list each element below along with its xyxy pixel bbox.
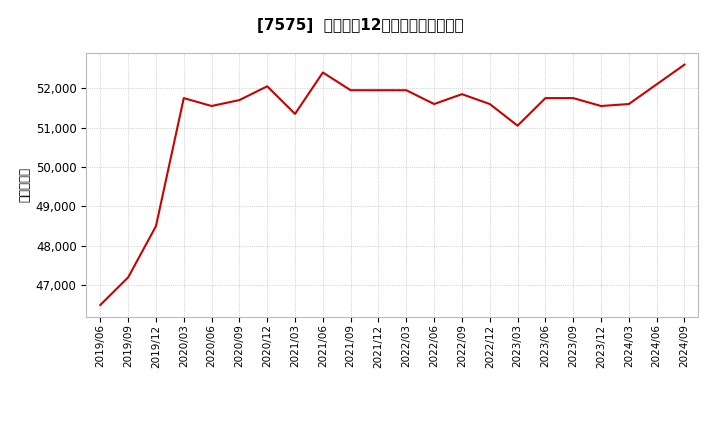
Y-axis label: （百万円）: （百万円） [19,167,32,202]
Text: [7575]  売上高の12か月移動合計の推移: [7575] 売上高の12か月移動合計の推移 [257,18,463,33]
